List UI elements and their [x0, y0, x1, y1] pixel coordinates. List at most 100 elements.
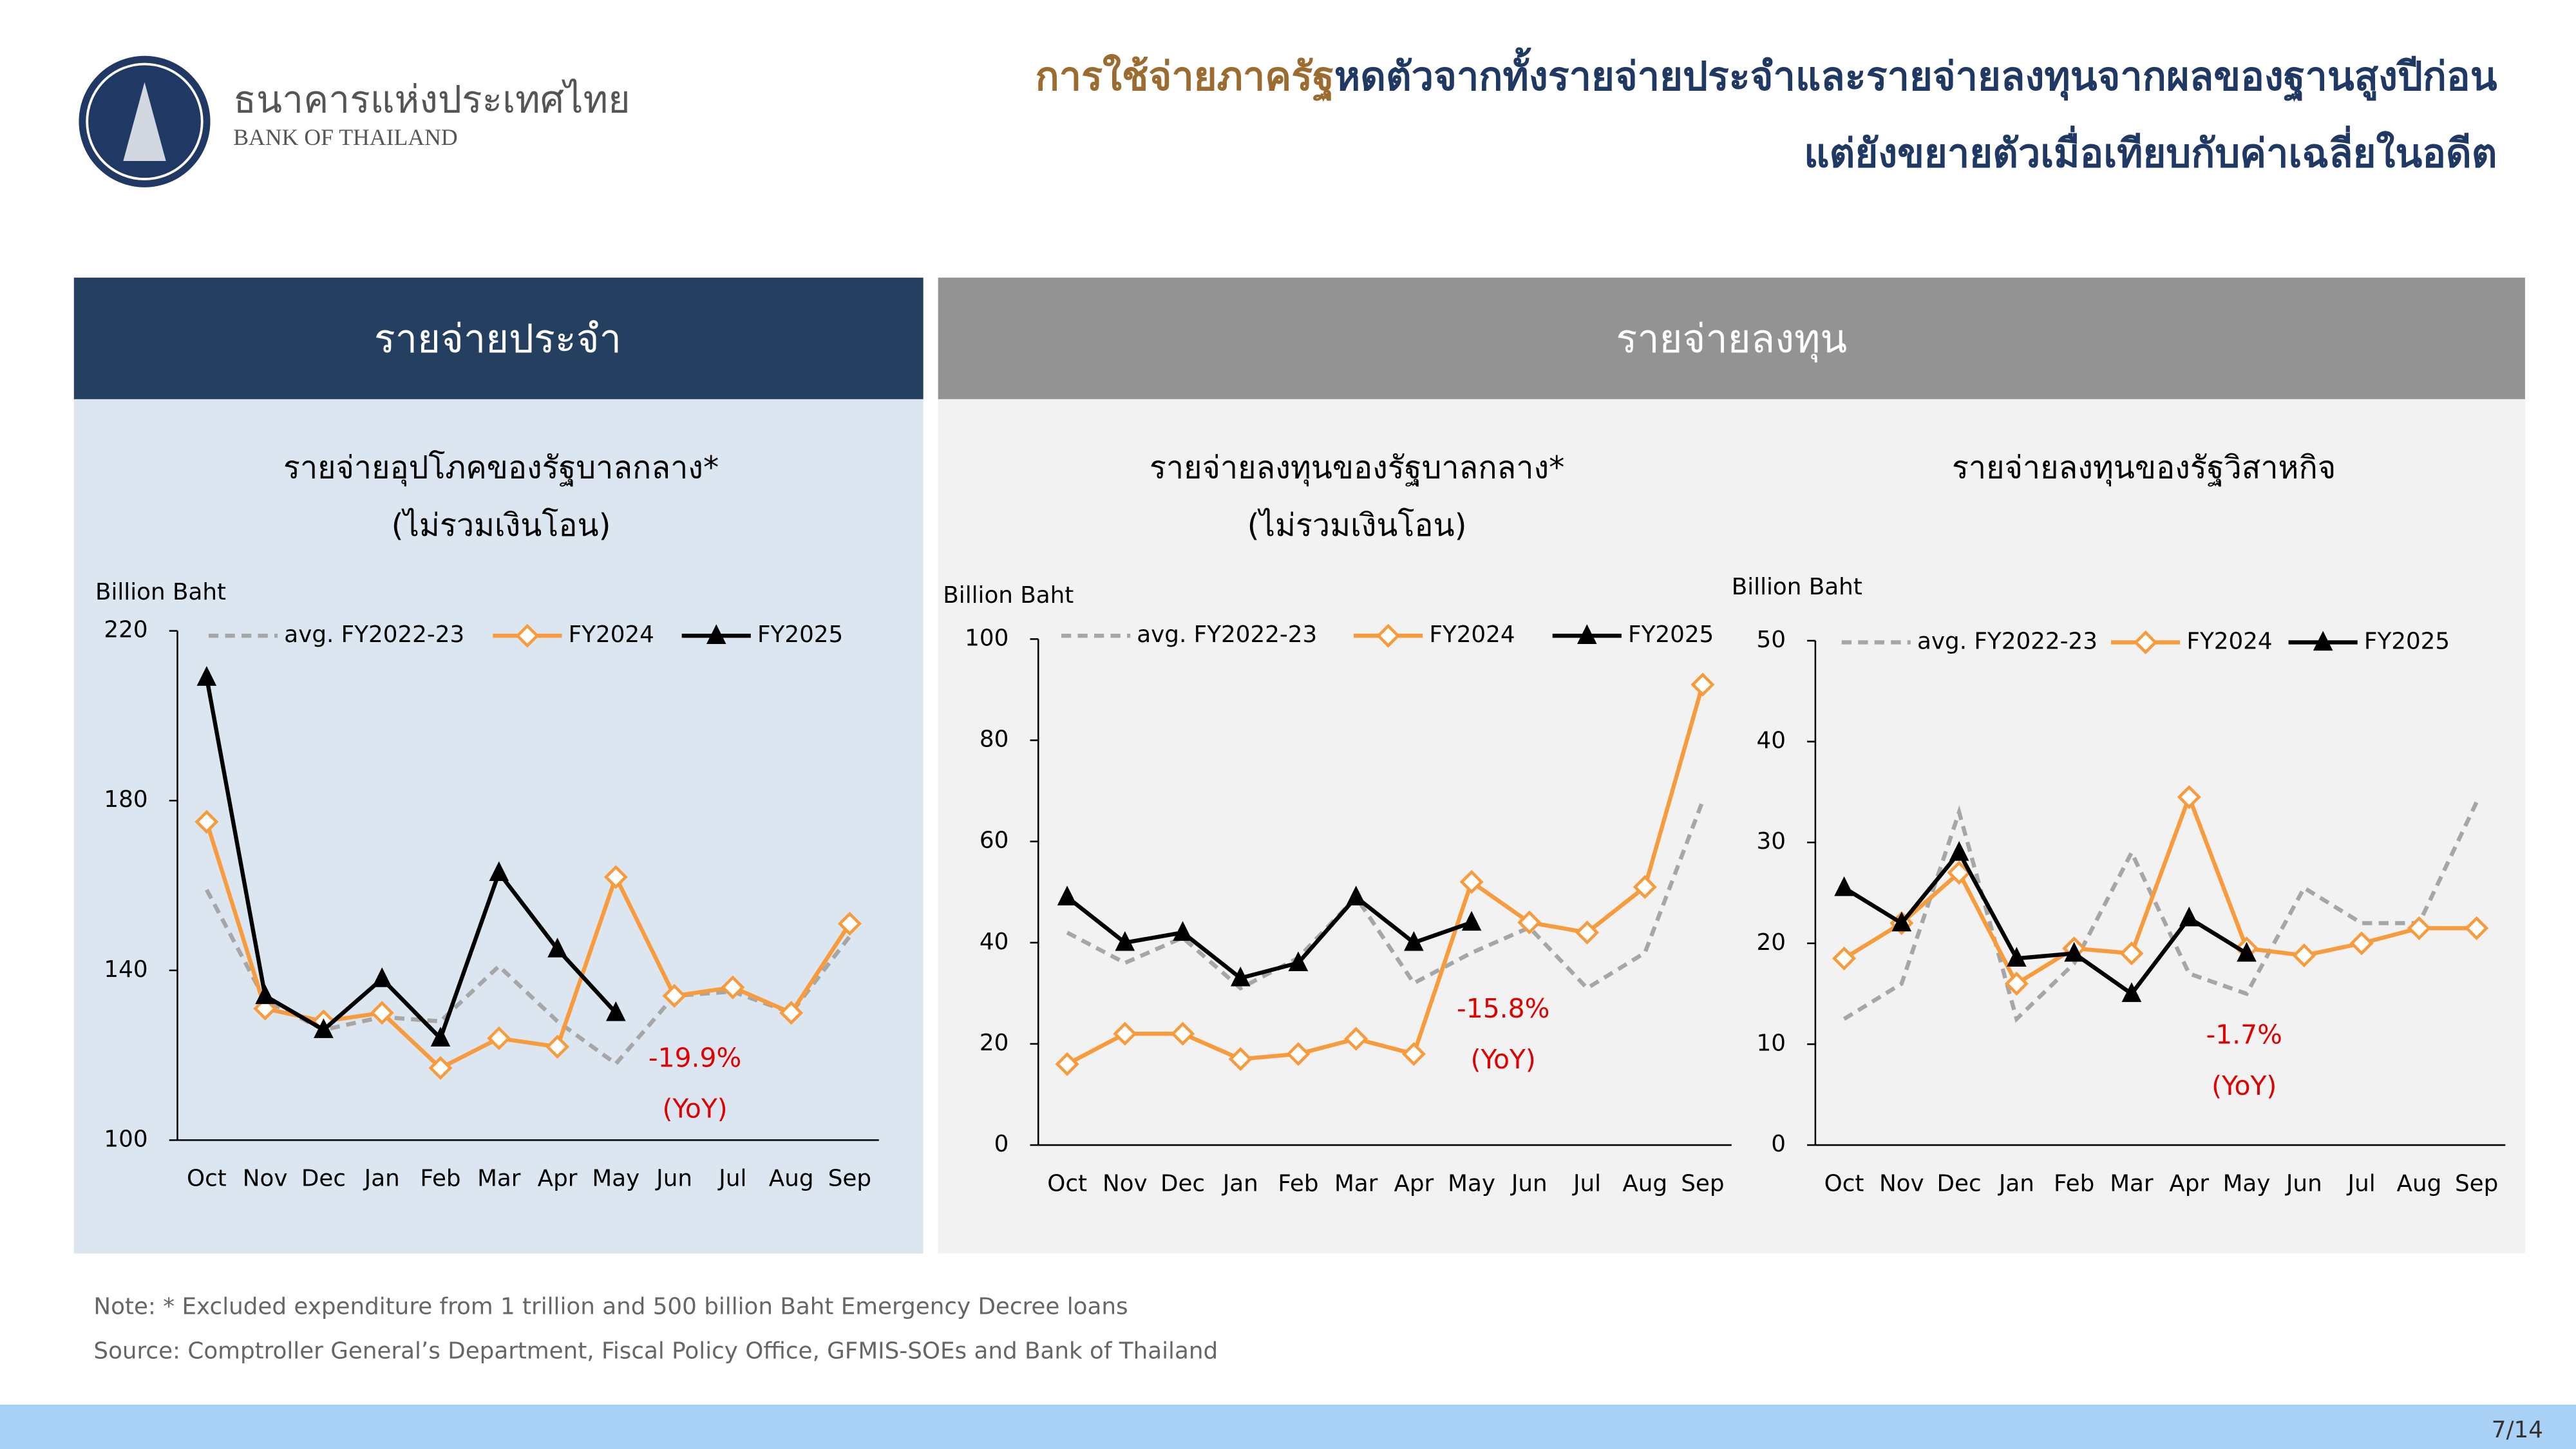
- annotation: (YoY): [1471, 1044, 1536, 1075]
- note: Note: * Excluded expenditure from 1 tril…: [93, 1294, 1128, 1320]
- legend-marker: [2134, 630, 2158, 655]
- headline: การใช้จ่ายภาครัฐหดตัวจากทั้งรายจ่ายประจำ…: [1036, 47, 2497, 102]
- section-title: รายจ่ายลงทุน: [1616, 316, 1847, 363]
- legend-label: avg. FY2022-23: [284, 621, 464, 648]
- x-tick-label: Jul: [717, 1166, 746, 1192]
- section-header: [73, 278, 923, 399]
- series-line: [1842, 849, 2248, 997]
- legend-label: FY2024: [2186, 628, 2272, 654]
- y-tick-label: 220: [104, 617, 147, 643]
- x-tick-label: May: [592, 1166, 639, 1192]
- y-tick-label: 20: [980, 1030, 1009, 1056]
- marker: [2237, 942, 2257, 962]
- logo: [79, 55, 211, 187]
- x-tick-label: Dec: [301, 1166, 346, 1192]
- marker: [1404, 931, 1424, 951]
- marker: [1834, 876, 1854, 896]
- legend-label: FY2025: [1628, 621, 1714, 648]
- marker: [1891, 911, 1912, 932]
- x-tick-label: May: [2223, 1170, 2271, 1197]
- chart-title: รายจ่ายอุปโภคของรัฐบาลกลาง*: [283, 450, 719, 487]
- marker: [196, 666, 217, 686]
- x-tick-label: Feb: [2054, 1170, 2094, 1197]
- marker: [489, 861, 509, 881]
- y-tick-label: 30: [1757, 828, 1786, 855]
- x-tick-label: Nov: [1103, 1170, 1148, 1197]
- y-tick-label: 60: [980, 828, 1009, 854]
- x-tick-label: Aug: [1622, 1170, 1667, 1197]
- x-tick-label: Dec: [1160, 1170, 1205, 1197]
- chart-subtitle: (ไม่รวมเงินโอน): [1247, 507, 1467, 544]
- x-tick-label: Feb: [420, 1166, 460, 1192]
- y-tick-label: 50: [1757, 627, 1786, 653]
- marker: [255, 984, 275, 1005]
- x-tick-label: Feb: [1278, 1170, 1318, 1197]
- legend-label: FY2025: [2364, 628, 2450, 654]
- y-tick-label: 0: [994, 1131, 1009, 1157]
- marker: [2407, 916, 2431, 940]
- y-tick-label: 40: [1757, 728, 1786, 754]
- series-line: [1066, 894, 1473, 981]
- y-tick-label: 10: [1757, 1030, 1786, 1056]
- x-tick-label: Aug: [2397, 1170, 2442, 1197]
- marker: [2177, 785, 2201, 810]
- panel: [938, 399, 2525, 1254]
- y-tick-label: 180: [104, 786, 147, 813]
- x-tick-label: Oct: [1047, 1170, 1087, 1197]
- x-tick-label: Jul: [1572, 1170, 1601, 1197]
- marker: [1461, 911, 1482, 931]
- marker: [837, 911, 862, 936]
- y-tick-label: 140: [104, 956, 147, 983]
- marker: [1286, 1042, 1311, 1066]
- y-tick-label: 80: [980, 726, 1009, 752]
- marker: [1173, 921, 1193, 941]
- x-tick-label: Jul: [2347, 1170, 2376, 1197]
- series-line: [1842, 801, 2479, 1023]
- x-tick-label: Mar: [2110, 1170, 2154, 1197]
- marker: [1115, 931, 1135, 951]
- marker: [1401, 1042, 1426, 1066]
- x-tick-label: Oct: [1824, 1170, 1864, 1197]
- marker: [2465, 916, 2489, 940]
- y-tick-label: 0: [1771, 1131, 1786, 1157]
- x-tick-label: Apr: [2169, 1170, 2209, 1197]
- chart-subtitle: (ไม่รวมเงินโอน): [392, 507, 611, 544]
- marker: [1517, 910, 1542, 934]
- marker: [372, 967, 392, 987]
- x-tick-label: Jun: [655, 1166, 692, 1192]
- series-line: [205, 889, 851, 1067]
- section-title: รายจ่ายประจำ: [374, 316, 621, 362]
- x-tick-label: Sep: [1681, 1170, 1724, 1197]
- marker: [606, 1001, 626, 1021]
- marker: [1228, 1046, 1253, 1072]
- marker: [2179, 906, 2199, 927]
- annotation: -15.8%: [1457, 993, 1549, 1024]
- marker: [2007, 947, 2027, 967]
- marker: [1113, 1021, 1137, 1046]
- marker: [547, 937, 567, 958]
- x-tick-label: May: [1448, 1170, 1495, 1197]
- annotation: -1.7%: [2206, 1019, 2282, 1050]
- y-axis-label: Billion Baht: [1732, 574, 1862, 600]
- annotation: -19.9%: [649, 1042, 741, 1073]
- x-tick-label: Jun: [1510, 1170, 1548, 1197]
- legend-label: FY2025: [757, 621, 843, 648]
- legend-label: avg. FY2022-23: [1917, 628, 2098, 654]
- y-tick-label: 100: [104, 1126, 147, 1152]
- marker: [662, 983, 687, 1008]
- legend-label: avg. FY2022-23: [1137, 621, 1317, 648]
- marker: [721, 975, 745, 999]
- headline: แต่ยังขยายตัวเมื่อเทียบกับค่าเฉลี่ยในอดี…: [1804, 126, 2497, 176]
- y-axis-label: Billion Baht: [95, 579, 226, 605]
- x-tick-label: Jan: [363, 1166, 400, 1192]
- x-tick-label: Jan: [1222, 1170, 1258, 1197]
- marker: [2121, 982, 2142, 1002]
- y-tick-label: 40: [980, 929, 1009, 955]
- y-tick-label: 100: [965, 625, 1009, 651]
- page-number: 7/14: [2492, 1417, 2543, 1443]
- x-tick-label: Jan: [1998, 1170, 2034, 1197]
- marker: [1055, 1052, 1079, 1076]
- marker: [1344, 1027, 1368, 1051]
- legend-label: FY2024: [569, 621, 654, 648]
